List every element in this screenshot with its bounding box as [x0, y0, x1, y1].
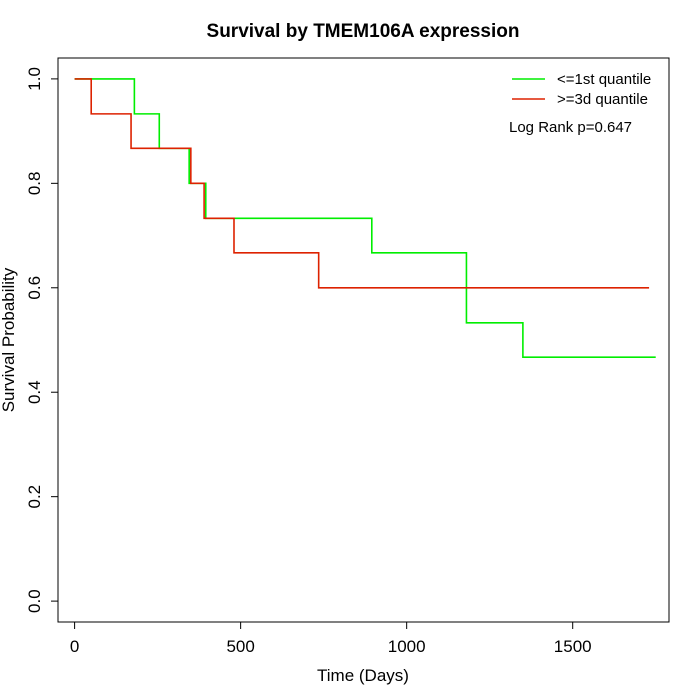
- legend-label-1: >=3d quantile: [557, 91, 648, 108]
- series-line-0: [74, 78, 656, 359]
- legend-label-0: <=1st quantile: [557, 71, 651, 88]
- y-tick-label: 0.0: [25, 589, 44, 613]
- x-tick-label: 1500: [554, 637, 592, 656]
- legend: <=1st quantile >=3d quantile: [512, 71, 651, 108]
- axes: 0 500 1000 1500 0.0 0.2 0.4 0.6 0.8 1.0: [25, 67, 592, 656]
- series-layer: [74, 78, 656, 359]
- y-axis-label: Survival Probability: [0, 267, 18, 412]
- y-tick-label: 1.0: [25, 67, 44, 91]
- y-tick-label: 0.8: [25, 172, 44, 196]
- x-tick-label: 1000: [388, 637, 426, 656]
- x-tick-label: 0: [70, 637, 79, 656]
- x-axis-label: Time (Days): [317, 666, 409, 685]
- series-line-1: [74, 78, 650, 289]
- y-tick-label: 0.2: [25, 485, 44, 509]
- y-tick-label: 0.4: [25, 380, 44, 404]
- log-rank-annotation: Log Rank p=0.647: [509, 119, 632, 136]
- plot-frame: [57, 57, 670, 623]
- chart-title: Survival by TMEM106A expression: [207, 21, 520, 42]
- y-tick-label: 0.6: [25, 276, 44, 300]
- x-tick-label: 500: [226, 637, 254, 656]
